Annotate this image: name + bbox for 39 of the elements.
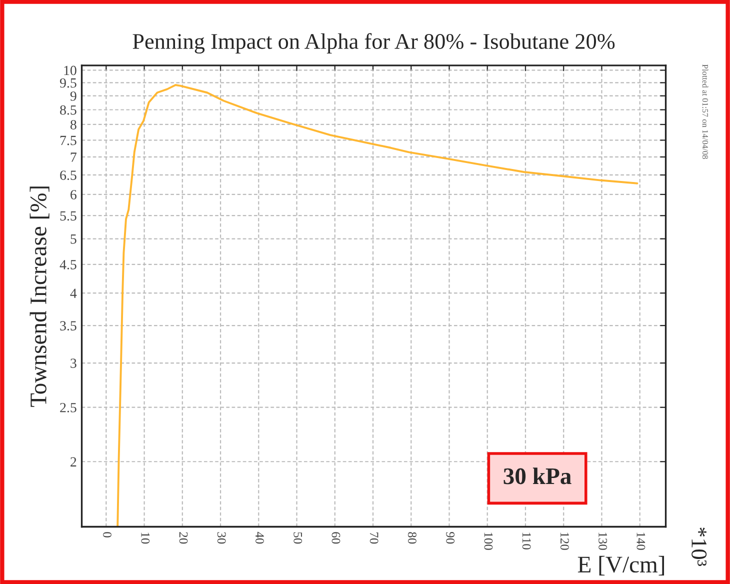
x-tick-label: 50 [294, 532, 302, 544]
y-tick-label: 6.5 [60, 170, 76, 180]
text: Plotted at 01:57 on 14/04/08 [702, 64, 708, 159]
y-tick-label: 4.5 [60, 260, 76, 270]
y-tick-label: 8 [70, 120, 76, 130]
x-tick-label: 0 [103, 532, 112, 538]
y-tick-label: 7 [70, 152, 76, 162]
y-tick-label: 10 [64, 66, 76, 76]
x-tick-label: 130 [598, 532, 608, 550]
x-tick-label: 120 [560, 532, 569, 550]
x-tick-label: 110 [522, 532, 531, 550]
x-tick-label: 20 [179, 532, 188, 544]
x-tick-label: 90 [446, 532, 455, 544]
x-tick-label: 40 [256, 532, 264, 544]
y-tick-label: 8.5 [60, 105, 76, 115]
x-tick-label: 70 [370, 532, 378, 544]
y-tick-label: 9.5 [60, 78, 76, 88]
y-tick-label: 5.5 [60, 211, 76, 221]
text: *10³ [692, 528, 707, 566]
y-tick-label: 3.5 [60, 321, 76, 331]
y-tick-label: 9 [70, 91, 76, 101]
chart-title: Penning Impact on Alpha for Ar 80% - Isobutane 20% [132, 33, 615, 54]
x-tick-label: 60 [332, 532, 340, 544]
annotation: 30 kPa [504, 468, 572, 484]
x-tick-label: 10 [141, 532, 150, 544]
line-series [116, 84, 638, 527]
y-tick-label: 3 [70, 358, 76, 368]
x-tick-label: 30 [217, 532, 226, 544]
x-axis-title: E [V/cm] [578, 556, 664, 576]
x-tick-label: 140 [636, 532, 646, 550]
y-tick-label: 2.5 [60, 402, 76, 412]
y-tick-label: 2 [70, 457, 76, 466]
x-tick-label: 80 [408, 532, 416, 544]
y-tick-label: 6 [70, 190, 76, 200]
y-tick-label: 5 [70, 234, 76, 244]
x-tick-label: 100 [484, 532, 493, 550]
y-tick-label: 7.5 [60, 136, 76, 146]
y-tick-label: 4 [70, 288, 77, 298]
y-axis-title: Townsend Increase [%] [30, 186, 50, 407]
